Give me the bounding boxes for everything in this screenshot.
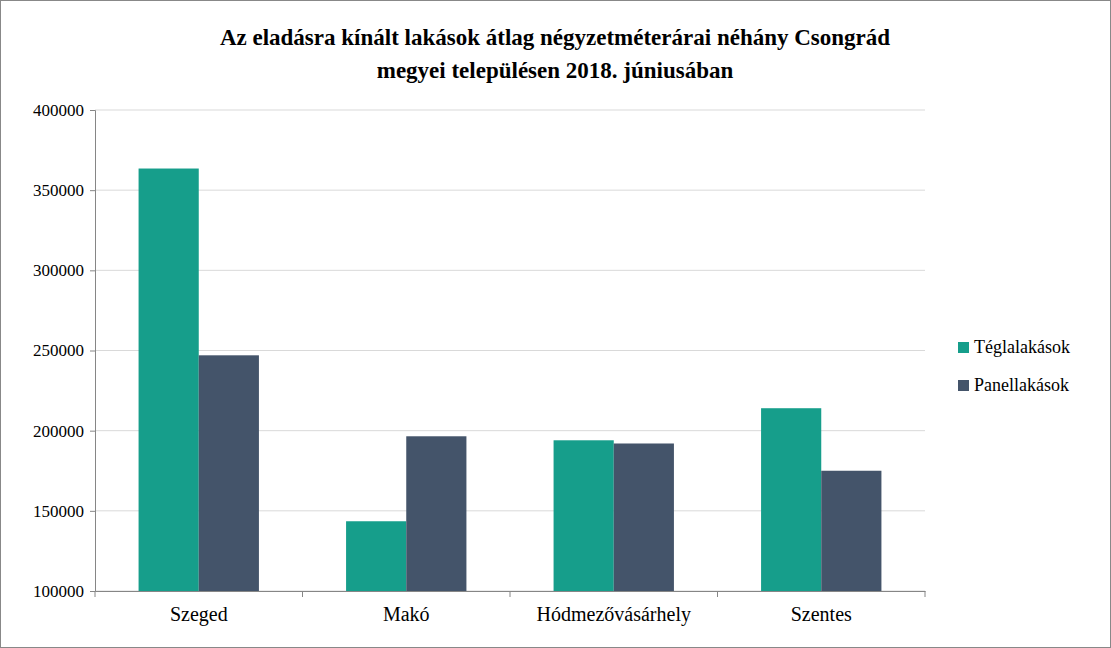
x-tick: Szentes	[791, 591, 852, 625]
bar	[614, 443, 674, 591]
x-axis: Szeged Makó Hódmezővásárhely Szentes	[95, 591, 926, 626]
y-tick-mark	[90, 431, 95, 432]
chart: Az eladásra kínált lakások átlag négyzet…	[0, 0, 1111, 648]
x-separator	[717, 591, 718, 597]
title: Az eladásra kínált lakások átlag négyzet…	[220, 25, 890, 83]
y-tick: 100000	[33, 582, 95, 601]
bar	[406, 436, 466, 591]
y-tick: 200000	[33, 422, 95, 441]
y-tick: 250000	[33, 341, 95, 360]
x-separator	[925, 591, 926, 597]
x-tick-label: Makó	[383, 603, 430, 625]
y-tick-mark	[90, 511, 95, 512]
y-tick: 400000	[33, 101, 95, 120]
chart-border	[1, 1, 1111, 648]
y-axis-line	[90, 111, 96, 592]
x-separator	[95, 591, 96, 597]
x-separator	[510, 591, 511, 597]
grid-line	[95, 270, 925, 271]
bar	[821, 471, 881, 591]
y-tick-mark	[90, 110, 95, 111]
grid-line	[95, 190, 925, 191]
bars	[139, 169, 882, 591]
bar	[554, 440, 614, 591]
legend-swatch	[958, 342, 969, 353]
bar	[346, 521, 406, 591]
y-tick-mark	[90, 351, 95, 352]
y-tick-label: 100000	[33, 582, 84, 601]
legend-label: Téglalakások	[974, 337, 1070, 357]
grid-line	[95, 110, 925, 111]
y-tick-mark	[90, 190, 95, 191]
y-tick: 300000	[33, 261, 95, 280]
x-tick: Szeged	[170, 591, 228, 626]
series	[199, 355, 882, 591]
y-tick: 350000	[33, 181, 95, 200]
y-tick-label: 200000	[33, 422, 84, 441]
x-tick-label: Hódmezővásárhely	[537, 603, 691, 626]
x-separators	[95, 591, 925, 597]
x-tick: Makó	[383, 591, 430, 625]
series	[139, 169, 822, 591]
y-tick-label: 250000	[33, 341, 84, 360]
y-axis: 100000 150000 200000 250000 300000 350000 4000…	[33, 101, 96, 601]
legend-swatch	[958, 380, 969, 391]
grid	[95, 110, 925, 591]
y-tick: 150000	[33, 502, 95, 521]
x-tick-label: Szentes	[791, 603, 852, 625]
legend-label: Panellakások	[974, 375, 1069, 395]
y-tick-label: 300000	[33, 261, 84, 280]
legend: Téglalakások Panellakások	[958, 337, 1070, 395]
y-tick-mark	[90, 270, 95, 271]
x-separator	[302, 591, 303, 597]
grid-line	[95, 350, 925, 351]
bar	[139, 169, 199, 591]
bar	[199, 355, 259, 591]
y-tick-label: 150000	[33, 502, 84, 521]
x-tick: Hódmezővásárhely	[537, 591, 691, 626]
y-tick-mark	[90, 591, 95, 592]
y-tick-label: 350000	[33, 181, 84, 200]
bar	[761, 408, 821, 591]
y-tick-label: 400000	[33, 101, 84, 120]
x-tick-label: Szeged	[170, 603, 228, 626]
